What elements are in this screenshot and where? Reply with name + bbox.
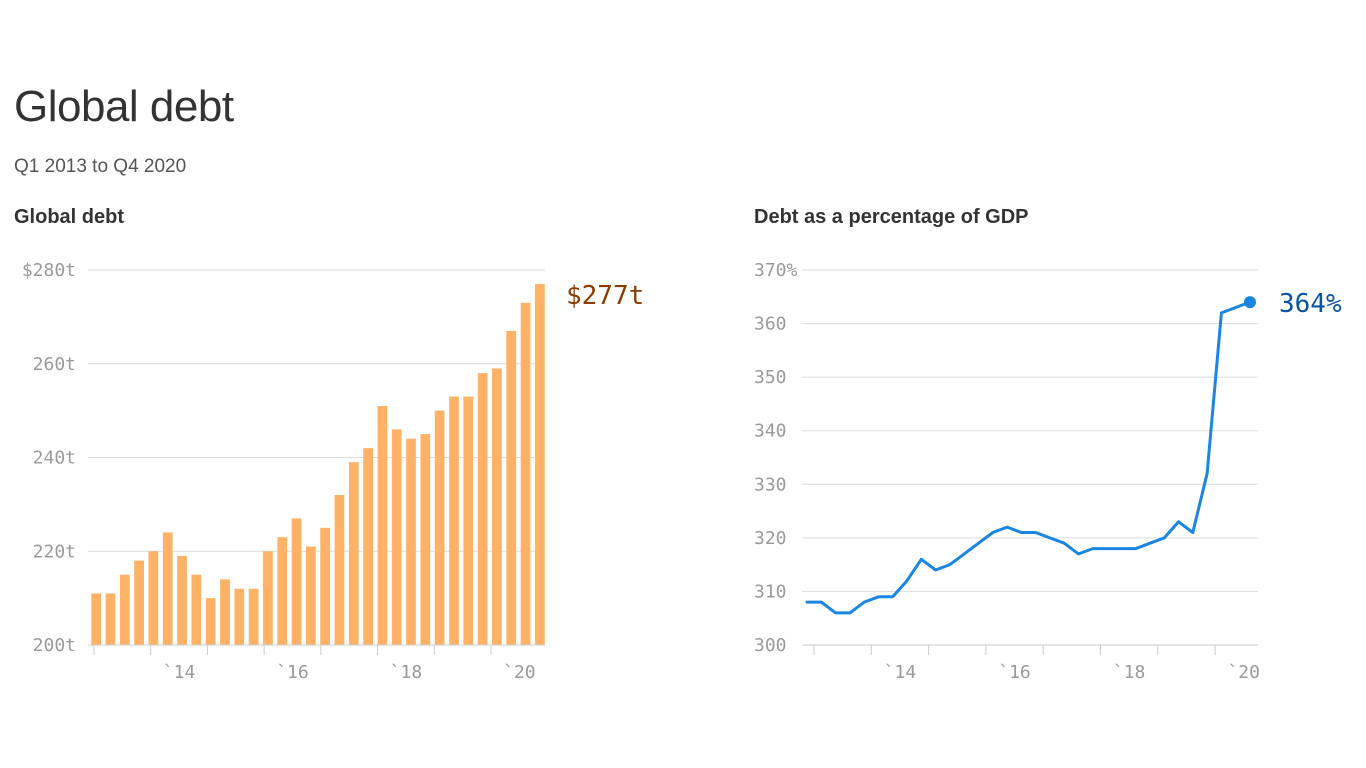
line-series <box>805 300 1252 615</box>
bar <box>134 560 144 645</box>
bar-end-value-label: $277t <box>566 281 644 311</box>
bar <box>91 593 102 645</box>
line-x-tick-label: `18 <box>1113 662 1146 683</box>
bar <box>177 555 187 645</box>
bar <box>363 448 373 645</box>
bar <box>406 438 416 645</box>
line-y-tick-label: 310 <box>754 581 787 602</box>
bar <box>148 551 159 645</box>
bar <box>291 518 302 645</box>
bar <box>305 546 316 645</box>
bar-x-tick-label: `16 <box>276 662 309 683</box>
bar <box>248 588 259 645</box>
line-y-tick-label: 320 <box>754 528 787 549</box>
bar-chart-title: Global debt <box>14 206 124 228</box>
bar <box>220 579 230 645</box>
page-title: Global debt <box>14 82 234 131</box>
bar <box>420 434 431 645</box>
bar <box>334 495 345 645</box>
bar <box>506 330 517 645</box>
line-x-tick-label: `16 <box>998 662 1031 683</box>
line-end-value-label: 364% <box>1279 289 1342 319</box>
line-y-tick-label: 330 <box>754 474 787 495</box>
bar-y-tick-label: 220t <box>33 541 76 562</box>
page-subtitle: Q1 2013 to Q4 2020 <box>14 156 187 177</box>
bar-y-tick-label: 240t <box>33 448 76 469</box>
line-y-tick-label: 340 <box>754 421 787 442</box>
bar-x-tick-label: `14 <box>163 662 196 683</box>
bar <box>105 593 116 645</box>
bar <box>463 396 474 645</box>
bar <box>234 588 245 645</box>
bar <box>377 405 388 645</box>
line-x-tick-label: `20 <box>1227 662 1260 683</box>
bar <box>534 284 545 645</box>
bar-y-tick-label: 260t <box>33 354 76 375</box>
line-y-tick-label: 350 <box>754 367 787 388</box>
bar <box>449 396 459 645</box>
bar <box>205 598 216 645</box>
line-y-tick-label: 360 <box>754 314 787 335</box>
line-x-tick-label: `14 <box>884 662 917 683</box>
bar <box>492 368 502 645</box>
bar <box>119 574 130 645</box>
bar <box>191 574 202 645</box>
bar <box>162 532 173 645</box>
bar <box>348 462 359 645</box>
line-y-tick-label: 300 <box>754 635 787 656</box>
bar-y-tick-label: $280t <box>22 260 76 281</box>
line-chart: 300 310 320 330 340 350 360 370% `14 `16 `18 `20 364… <box>754 260 1342 683</box>
bar <box>263 551 273 645</box>
bar <box>320 527 331 645</box>
bar <box>520 302 531 645</box>
bar-x-tick-label: `18 <box>390 662 423 683</box>
line-chart-title: Debt as a percentage of GDP <box>754 206 1029 228</box>
bar-chart: 200t 220t 240t 260t $280t `14 `16 `18 `20 $277t <box>22 260 644 683</box>
line-y-tick-label: 370% <box>754 260 798 281</box>
bar <box>391 429 402 645</box>
bar-y-tick-label: 200t <box>33 635 76 656</box>
line-end-point <box>1244 296 1256 309</box>
bar <box>277 537 288 645</box>
bar <box>434 410 445 645</box>
bar <box>477 373 488 645</box>
bar-x-tick-label: `20 <box>503 662 536 683</box>
